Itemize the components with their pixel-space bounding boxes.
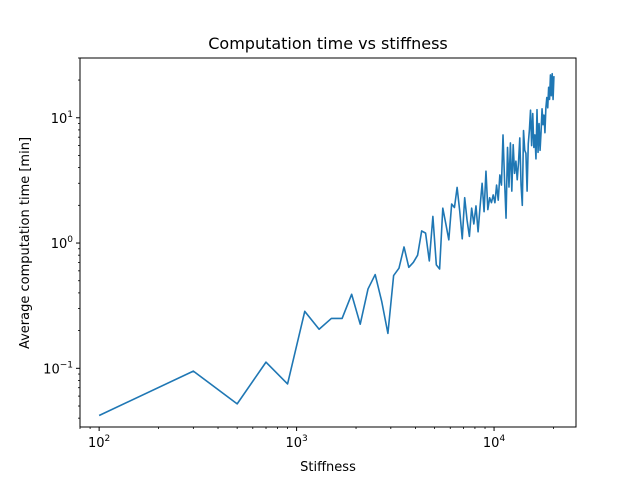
line-layer bbox=[98, 72, 555, 417]
y-tick-exponent: −1 bbox=[60, 360, 73, 370]
series-line-0 bbox=[98, 72, 555, 417]
y-tick-base: 10 bbox=[51, 237, 68, 252]
x-axis-label: Stiffness bbox=[300, 460, 356, 475]
y-tick-base: 10 bbox=[51, 112, 68, 127]
x-tick-base: 10 bbox=[285, 436, 302, 451]
x-tick-exponent: 3 bbox=[302, 434, 308, 444]
axes-frame bbox=[79, 57, 577, 428]
chart-title: Computation time vs stiffness bbox=[208, 34, 448, 53]
x-tick-exponent: 2 bbox=[105, 434, 111, 444]
x-tick-exponent: 4 bbox=[499, 434, 505, 444]
x-tick-base: 10 bbox=[88, 436, 105, 451]
y-tick-exponent: 0 bbox=[67, 235, 73, 245]
y-tick-exponent: 1 bbox=[67, 110, 73, 120]
y-tick-label: 10−1 bbox=[43, 360, 73, 377]
x-tick-label: 102 bbox=[88, 434, 110, 451]
y-tick-label: 100 bbox=[51, 235, 74, 252]
y-tick-base: 10 bbox=[43, 362, 60, 377]
x-tick-base: 10 bbox=[483, 436, 500, 451]
y-tick-label: 101 bbox=[51, 110, 73, 127]
y-axis-label: Average computation time [min] bbox=[18, 137, 33, 349]
x-tick-label: 104 bbox=[483, 434, 506, 451]
x-tick-label: 103 bbox=[285, 434, 307, 451]
